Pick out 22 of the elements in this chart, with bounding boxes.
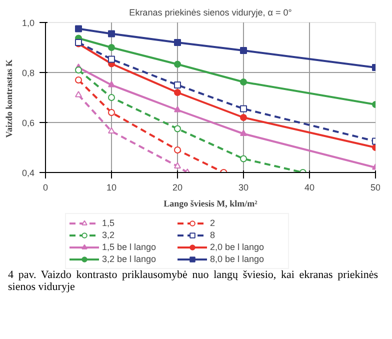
legend-label: 1,5 be l lango [102, 241, 158, 253]
x-axis-title: Lango šviesis M, klm/m² [164, 198, 258, 208]
legend-label: 8 [210, 229, 216, 241]
legend-label: 2,0 be l lango [210, 241, 266, 253]
text: 4 pav. Vaizdo kontrasto priklausomybė nuo langų šviesio, kai ekranas priekinės sienos viduryje [8, 269, 378, 294]
legend-label: 2 [210, 217, 216, 229]
legend-label: 3,2 [102, 229, 116, 241]
y-tick-label: 1,0 [22, 18, 35, 28]
x-tick-label: 20 [172, 182, 183, 192]
chart-title: Ekranas priekinės sienos viduryje, α = 0° [129, 8, 292, 18]
x-tick-label: 0 [42, 182, 48, 192]
y-tick-label: 0,8 [22, 68, 35, 78]
x-tick-label: 50 [370, 182, 381, 192]
x-tick-label: 30 [238, 182, 249, 192]
legend-label: 3,2 be l lango [102, 253, 158, 265]
legend-label: 1,5 [102, 217, 116, 229]
y-tick-label: 0,4 [22, 168, 35, 178]
y-axis-title: Vaizdo kontrastas K [4, 60, 14, 138]
legend-label: 8,0 be l lango [210, 253, 266, 265]
y-tick-label: 0,6 [22, 118, 35, 128]
x-tick-label: 10 [106, 182, 117, 192]
x-tick-label: 40 [304, 182, 315, 192]
